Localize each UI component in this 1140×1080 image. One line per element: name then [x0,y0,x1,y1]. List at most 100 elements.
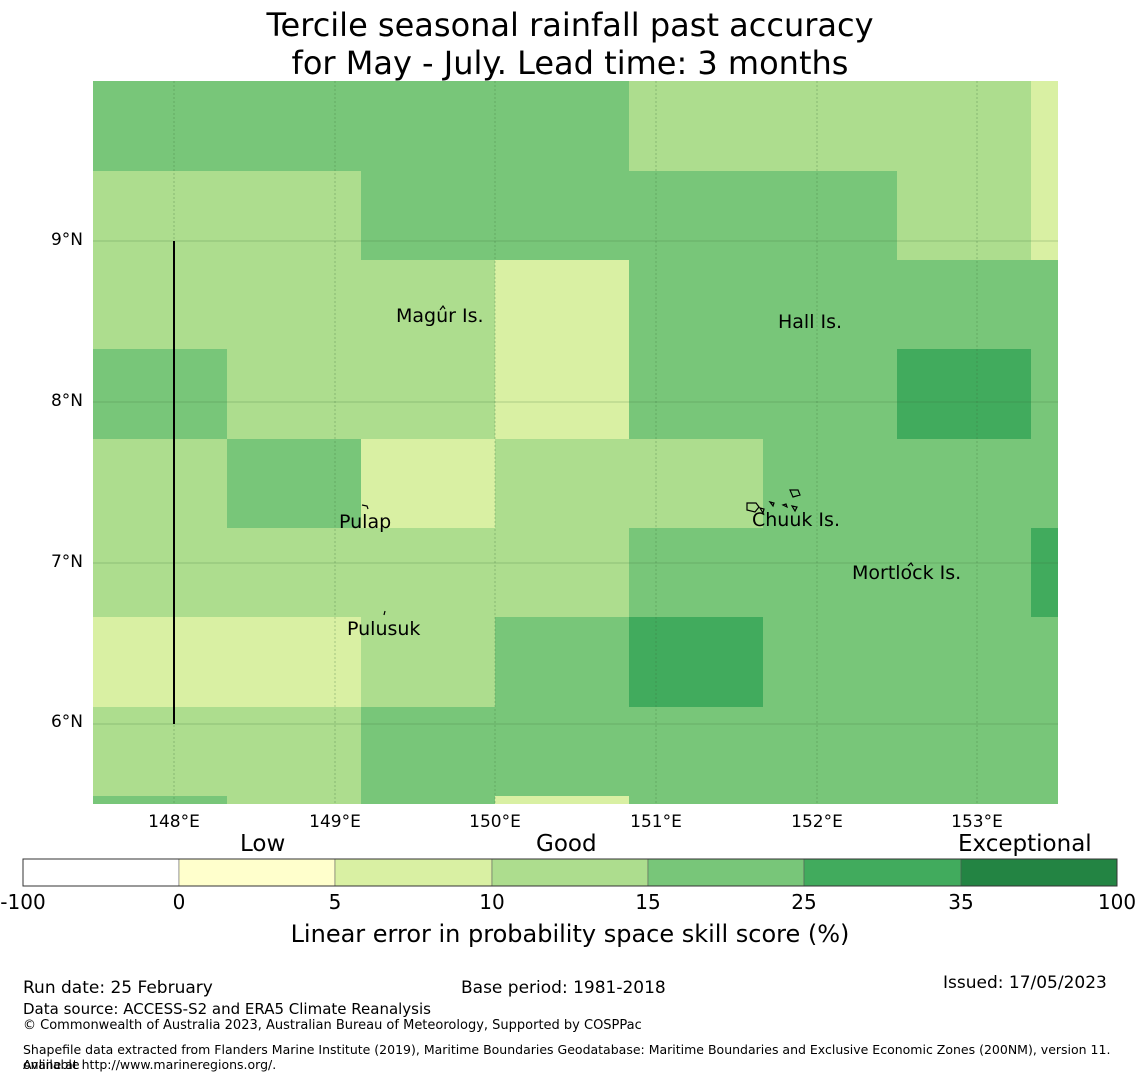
skill-cell [495,439,629,528]
skill-cell [897,528,1031,617]
skill-cell [495,260,629,349]
pulap-island-outline [361,504,369,510]
lat-label-8n: 8°N [50,391,83,411]
skill-cell [227,528,361,617]
cb-tick-15: 15 [635,890,661,914]
skill-cell [1031,171,1058,260]
skill-cell [629,439,763,528]
colorbar-segment [803,858,962,887]
skill-cell [897,796,1031,804]
category-low: Low [240,831,286,857]
place-label-magur: Magur Is. [396,305,484,327]
gridlines [93,81,1058,804]
skill-cell [93,528,227,617]
skill-cell [93,617,227,707]
chart-title-line2: for May - July. Lead time: 3 months [291,44,849,82]
issued-date: Issued: 17/05/2023 [943,973,1107,993]
skill-cell [1031,349,1058,439]
colorbar [22,858,1118,887]
skill-map [93,81,1058,804]
skill-cell [93,796,227,804]
skill-cell [763,617,897,707]
skill-cell [763,171,897,260]
place-label-mortlock: Mortlock Is. [852,562,962,584]
colorbar-frame [22,858,1118,887]
skill-cell [629,260,763,349]
skill-cell [227,81,361,171]
skill-cell [1031,260,1058,349]
lat-label-6n: 6°N [50,712,83,732]
lat-label-7n: 7°N [50,552,83,572]
skill-cell [1031,528,1058,617]
place-label-chuuk: Chuuk Is. [752,509,840,531]
skill-cell [763,528,897,617]
category-good: Good [536,831,597,857]
skill-cell [495,528,629,617]
data-source: Data source: ACCESS-S2 and ERA5 Climate … [23,1000,431,1018]
lon-label-150e: 150°E [469,812,521,832]
skill-cell [361,528,495,617]
skill-cell [763,349,897,439]
category-exceptional: Exceptional [958,831,1092,857]
skill-cell [1031,707,1058,796]
skill-cell [495,81,629,171]
skill-cell [227,707,361,796]
place-label-pulap: Pulap [339,511,392,533]
lon-label-149e: 149°E [309,812,361,832]
colorbar-segment [960,858,1118,887]
shapefile-credit-line1: Shapefile data extracted from Flanders M… [23,1042,1111,1072]
skill-cell [495,349,629,439]
cb-tick-35: 35 [948,890,974,914]
cb-tick-10: 10 [479,890,505,914]
skill-cell [629,617,763,707]
skill-cell [897,707,1031,796]
colorbar-label: Linear error in probability space skill … [290,920,850,948]
skill-cell [361,81,495,171]
skill-cell [93,707,227,796]
skill-cell [763,81,897,171]
colorbar-segment [334,858,493,887]
skill-cell [227,349,361,439]
skill-cell [1031,439,1058,528]
skill-cell [361,260,495,349]
skill-cell [629,707,763,796]
skill-cell [897,617,1031,707]
skill-cell [1031,81,1058,171]
colorbar-segment [647,858,805,887]
skill-cell [93,171,227,260]
lon-label-153e: 153°E [951,812,1003,832]
shapefile-credit-line2: online at http://www.marineregions.org/. [23,1057,277,1072]
skill-cell [763,796,897,804]
skill-cell [227,260,361,349]
skill-cell [629,349,763,439]
lon-label-152e: 152°E [791,812,843,832]
cb-tick-100: 100 [1097,890,1137,914]
skill-cell [629,528,763,617]
skill-cell [495,171,629,260]
chuuk-islands-outline [746,489,801,515]
skill-cell [897,439,1031,528]
skill-cell [93,349,227,439]
skill-cell [1031,617,1058,707]
skill-cell [227,439,361,528]
skill-cell [495,796,629,804]
skill-cell [93,81,227,171]
copyright: © Commonwealth of Australia 2023, Austra… [23,1018,642,1033]
skill-cell [495,617,629,707]
skill-cell [629,796,763,804]
run-date: Run date: 25 February [23,978,213,998]
mortlock-island-outline [907,562,914,567]
magur-island-outline [439,304,446,311]
skill-cell [897,349,1031,439]
skill-cell [361,349,495,439]
skill-grid-cells [93,81,1058,804]
skill-cell [93,260,227,349]
place-label-hall: Hall Is. [778,311,843,333]
skill-cell [629,171,763,260]
skill-cell [361,707,495,796]
skill-cell [227,617,361,707]
lat-label-9n: 9°N [50,230,83,250]
skill-cell [93,439,227,528]
colorbar-segment [491,858,649,887]
lon-label-148e: 148°E [148,812,200,832]
